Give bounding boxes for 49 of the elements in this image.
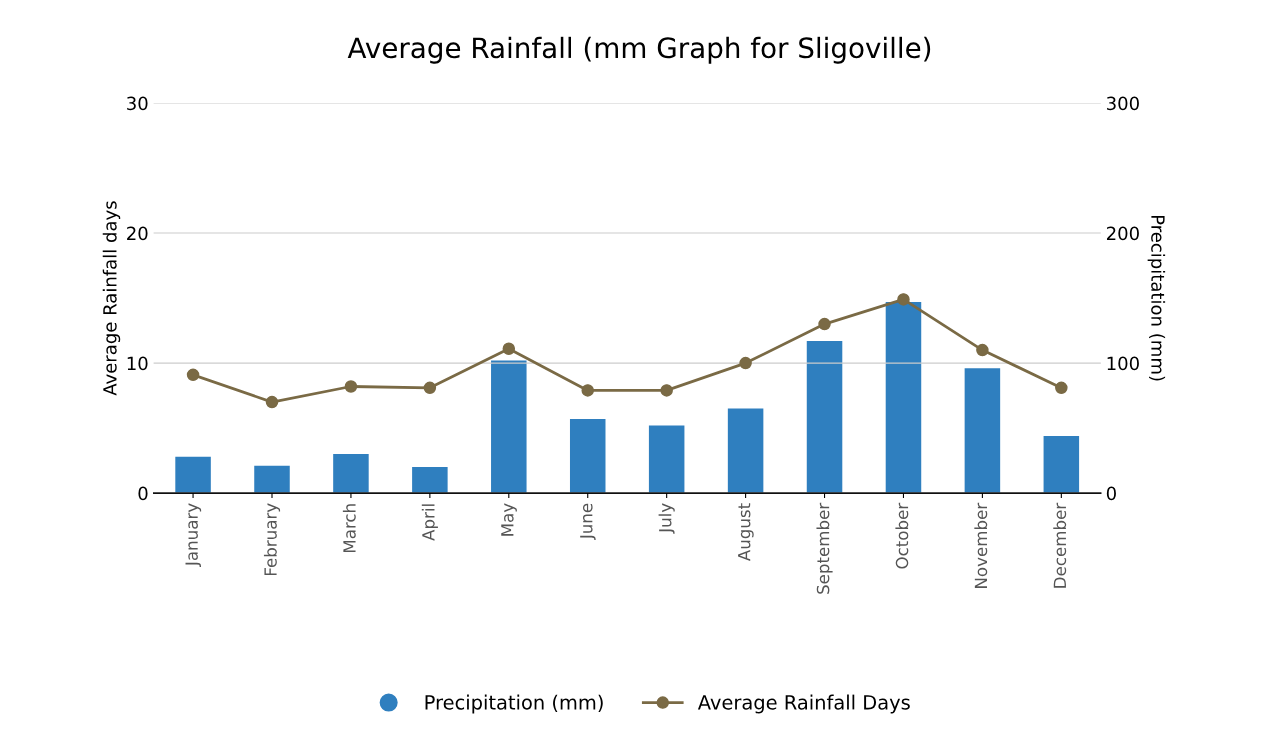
y2-tick-label: 0 — [1106, 486, 1116, 501]
bar — [648, 425, 685, 494]
x-tick-label: April — [421, 504, 438, 541]
bar — [569, 419, 606, 494]
point — [186, 368, 200, 382]
point — [344, 380, 358, 393]
x-tick-label: May — [501, 503, 517, 536]
point — [897, 293, 910, 306]
bar — [412, 467, 448, 494]
x-tick-label: October — [895, 502, 909, 569]
point — [265, 395, 279, 409]
bar — [806, 340, 843, 494]
bar — [333, 454, 369, 494]
bar — [1043, 435, 1080, 494]
bar — [964, 368, 1001, 494]
x-tick-label: December — [1053, 502, 1067, 588]
point — [818, 317, 831, 331]
x-tick-label: February — [263, 503, 281, 576]
y2-axis-title: Precipitation (mm) — [1147, 215, 1166, 381]
point — [423, 381, 437, 395]
point — [739, 356, 752, 370]
x-tick-label: July — [658, 503, 675, 534]
x-tick-label: June — [580, 503, 596, 540]
y-tick-label: 10 — [127, 356, 148, 371]
x-tick-label: September — [816, 502, 833, 594]
point — [976, 343, 989, 357]
y-tick-label: 0 — [138, 486, 148, 501]
y2-tick-label: 100 — [1107, 356, 1139, 371]
legend-label: Precipitation (mm) — [425, 694, 603, 714]
bar — [727, 408, 764, 494]
x-tick-label: November — [974, 502, 988, 588]
bar — [254, 465, 290, 494]
x-tick-label: August — [738, 503, 754, 562]
legend-label: Average Rainfall Days — [697, 694, 910, 714]
point — [581, 384, 594, 397]
point — [1055, 381, 1068, 395]
point — [502, 342, 516, 356]
y-tick-label: 30 — [127, 96, 148, 111]
bar — [885, 301, 922, 494]
y2-tick-label: 300 — [1107, 96, 1139, 111]
y-axis-title: Average Rainfall days — [102, 201, 121, 396]
bar — [491, 360, 527, 494]
x-tick-label: January — [185, 503, 202, 567]
y-tick-label: 20 — [127, 226, 148, 241]
bar — [175, 456, 211, 494]
x-tick-label: March — [342, 504, 356, 552]
point — [660, 384, 673, 397]
chart-title: Average Rainfall (mm Graph for Sligoville) — [347, 36, 931, 64]
y2-tick-label: 200 — [1106, 226, 1139, 241]
